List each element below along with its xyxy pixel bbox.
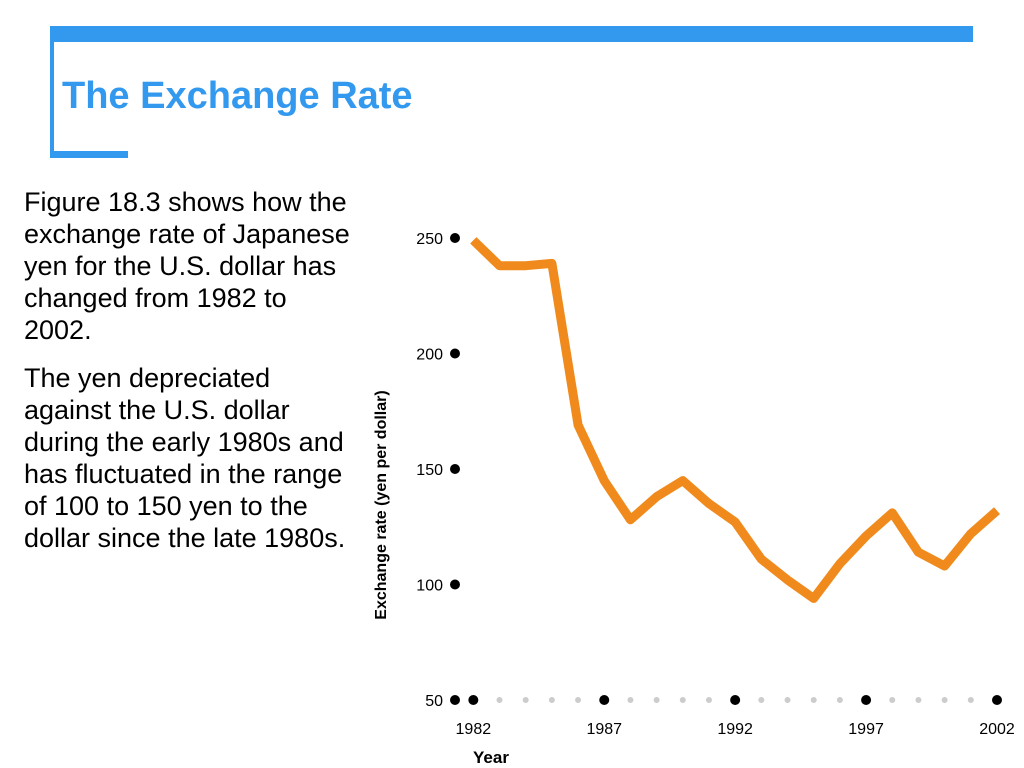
slide-body: Figure 18.3 shows how the exchange rate … (24, 186, 354, 570)
accent-top-bar (52, 26, 973, 42)
x-tick-dot (992, 695, 1002, 705)
y-axis: 50 100 150 200 250 (416, 231, 460, 710)
x-axis: 1982 1987 1992 1997 2002 (456, 695, 1015, 738)
x-minor-dot (784, 697, 791, 703)
x-minor-dot (575, 697, 582, 703)
accent-bottom-bar (50, 151, 128, 158)
x-tick-label: 1982 (456, 721, 492, 738)
x-minor-dot (889, 697, 896, 703)
x-minor-dot (758, 697, 765, 703)
y-tick-dot (450, 233, 460, 243)
x-tick-label: 1987 (586, 721, 622, 738)
slide-title: The Exchange Rate (62, 75, 413, 117)
x-minor-dot (836, 697, 843, 703)
y-tick-dot (450, 464, 460, 474)
x-axis-label: Year (473, 748, 509, 767)
x-tick-dot (468, 695, 479, 705)
x-minor-dot (941, 697, 948, 703)
y-axis-label: Exchange rate (yen per dollar) (373, 390, 390, 619)
accent-left-bar (50, 26, 54, 158)
x-minor-dot (705, 697, 712, 703)
y-tick-label: 150 (416, 462, 443, 479)
body-paragraph-1: Figure 18.3 shows how the exchange rate … (24, 187, 350, 345)
exchange-rate-chart: 50 100 150 200 250 1982 1987 1992 1997 2002 Exch… (373, 231, 1015, 767)
body-paragraph-2: The yen depreciated against the U.S. dol… (24, 363, 346, 553)
y-tick-label: 100 (416, 578, 443, 595)
x-tick-dot (599, 695, 610, 705)
y-tick-label: 50 (425, 693, 443, 710)
series-layer (470, 237, 1000, 603)
x-tick-dot (861, 695, 872, 705)
series-line (470, 237, 1000, 603)
x-minor-dot (653, 697, 660, 703)
y-tick-label: 250 (416, 231, 443, 248)
y-tick-dot (450, 348, 460, 359)
x-minor-dot (548, 697, 555, 703)
y-tick-dot (450, 579, 460, 590)
x-tick-label: 1997 (848, 721, 884, 738)
y-tick-dot (450, 695, 460, 705)
x-minor-dot (522, 697, 529, 703)
x-tick-dot (730, 695, 741, 705)
x-minor-dot (496, 697, 503, 703)
x-minor-dot (915, 697, 922, 703)
x-tick-label: 1992 (717, 721, 753, 738)
x-minor-dot (679, 697, 686, 703)
x-minor-dot (627, 697, 634, 703)
y-tick-label: 200 (416, 347, 443, 364)
x-minor-dot (967, 697, 974, 703)
x-tick-label: 2002 (979, 721, 1015, 738)
x-minor-dot (810, 697, 817, 703)
